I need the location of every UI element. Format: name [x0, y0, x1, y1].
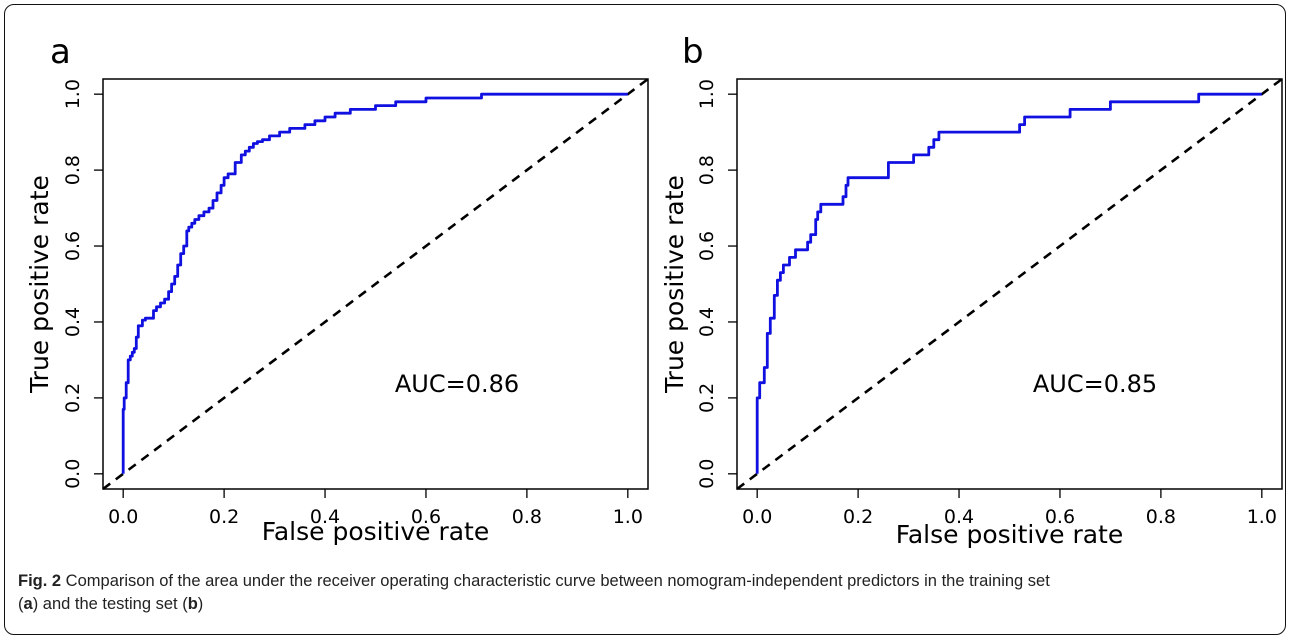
caption-fig-label: Fig. 2 [18, 572, 62, 590]
reference-diagonal-line [102, 77, 649, 491]
x-tick-label: 0.4 [944, 506, 974, 528]
x-tick-label: 0.4 [310, 506, 340, 528]
reference-diagonal-line [736, 77, 1283, 491]
auc-annotation: AUC=0.85 [1033, 370, 1157, 398]
roc-charts: a 0.0 0.2 0.4 0.6 0.8 1.0 0.0 0.2 0.4 0.6 0.8 1.0 Fal… [25, 32, 1283, 549]
roc-curve-line [121, 92, 628, 474]
caption-text-mid: ) and the testing set ( [32, 595, 188, 613]
auc-annotation: AUC=0.86 [395, 370, 519, 398]
y-tick-label: 0.6 [696, 231, 718, 261]
x-tick-label: 0.8 [1146, 506, 1176, 528]
y-tick-label: 0.8 [62, 155, 84, 185]
panel-label: b [682, 32, 704, 72]
x-tick-label: 0.0 [742, 506, 772, 528]
y-tick-label: 0.2 [62, 383, 84, 413]
caption-paren-open: ( [18, 595, 24, 613]
x-tick-label: 0.6 [411, 506, 441, 528]
x-tick-label: 1.0 [1247, 506, 1277, 528]
figure-caption: Fig. 2 Comparison of the area under the … [18, 570, 1268, 616]
caption-text-main: Comparison of the area under the receive… [61, 572, 1050, 590]
y-tick-label: 0.4 [62, 307, 84, 337]
y-axis-title: True positive rate [660, 175, 689, 394]
caption-panel-a: a [23, 595, 33, 613]
x-tick-label: 0.2 [209, 506, 239, 528]
y-tick-label: 0.2 [696, 383, 718, 413]
y-tick-label: 1.0 [696, 79, 718, 109]
y-tick-label: 0.4 [696, 307, 718, 337]
plot-area-frame [736, 78, 1283, 490]
y-axis-title: True positive rate [25, 175, 54, 394]
roc-chart-a: a 0.0 0.2 0.4 0.6 0.8 1.0 0.0 0.2 0.4 0.6 0.8 1.0 Fal… [25, 32, 649, 546]
y-tick-label: 0.6 [62, 231, 84, 261]
x-tick-label: 0.6 [1045, 506, 1075, 528]
y-tick-label: 0.0 [62, 459, 84, 489]
y-tick-label: 0.8 [696, 155, 718, 185]
x-tick-label: 0.8 [512, 506, 542, 528]
caption-paren-close: ) [197, 595, 204, 613]
x-tick-label: 1.0 [613, 506, 643, 528]
x-axis-title: False positive rate [262, 517, 490, 546]
y-tick-label: 1.0 [62, 79, 84, 109]
x-tick-label: 0.0 [108, 506, 138, 528]
panel-label: a [50, 32, 71, 72]
caption-panel-b: b [187, 595, 198, 613]
plot-area-frame [102, 78, 649, 490]
y-tick-label: 0.0 [696, 459, 718, 489]
x-axis-title: False positive rate [896, 520, 1124, 549]
x-tick-label: 0.2 [843, 506, 873, 528]
roc-chart-b: b 0.0 0.2 0.4 0.6 0.8 1.0 0.0 0.2 0.4 0.6 0.8 1.0 Fal… [660, 32, 1283, 549]
roc-curve-line [755, 92, 1262, 474]
